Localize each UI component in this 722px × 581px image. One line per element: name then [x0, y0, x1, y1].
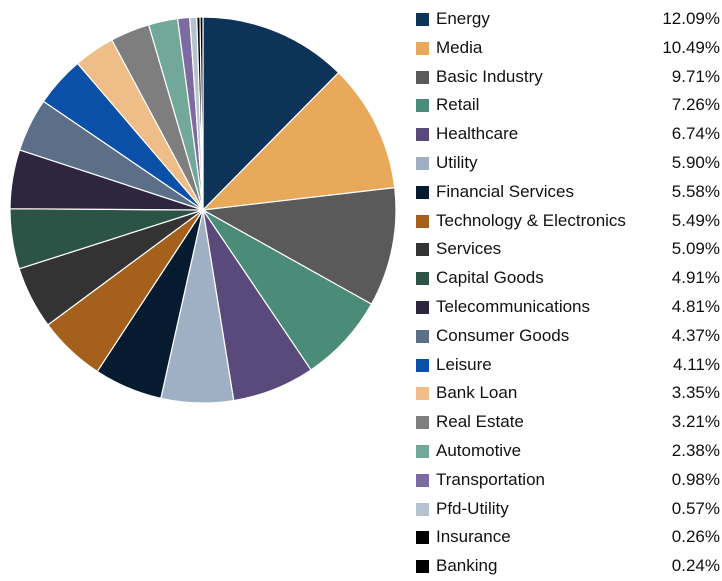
- legend-swatch: [416, 503, 429, 516]
- legend-label: Automotive: [436, 437, 521, 466]
- legend-label: Banking: [436, 552, 497, 581]
- legend-item: Basic Industry 9.71%: [416, 63, 722, 92]
- legend-value: 0.24%: [672, 552, 720, 581]
- legend-label: Healthcare: [436, 120, 518, 149]
- legend-swatch: [416, 215, 429, 228]
- legend-value: 4.11%: [673, 351, 720, 380]
- legend-swatch: [416, 128, 429, 141]
- legend-label: Utility: [436, 149, 478, 178]
- legend-value: 3.21%: [672, 408, 720, 437]
- legend-swatch: [416, 272, 429, 285]
- legend-item: Automotive 2.38%: [416, 437, 722, 466]
- legend-item: Capital Goods 4.91%: [416, 264, 722, 293]
- legend-item: Utility 5.90%: [416, 149, 722, 178]
- pie-chart: [0, 0, 410, 420]
- legend-value: 2.38%: [672, 437, 720, 466]
- legend-value: 9.71%: [672, 63, 720, 92]
- legend-label: Leisure: [436, 351, 492, 380]
- legend-swatch: [416, 474, 429, 487]
- legend-item: Services 5.09%: [416, 235, 722, 264]
- legend-label: Media: [436, 34, 482, 63]
- legend-swatch: [416, 186, 429, 199]
- legend-value: 0.26%: [672, 523, 720, 552]
- legend-value: 5.90%: [672, 149, 720, 178]
- legend-label: Technology & Electronics: [436, 207, 626, 236]
- legend-item: Healthcare 6.74%: [416, 120, 722, 149]
- legend-swatch: [416, 531, 429, 544]
- legend-swatch: [416, 13, 429, 26]
- legend-value: 3.35%: [672, 379, 720, 408]
- legend-value: 0.57%: [672, 495, 720, 524]
- legend-value: 7.26%: [672, 91, 720, 120]
- legend-label: Capital Goods: [436, 264, 544, 293]
- legend-item: Pfd-Utility 0.57%: [416, 495, 722, 524]
- legend-label: Insurance: [436, 523, 511, 552]
- legend-item: Consumer Goods 4.37%: [416, 322, 722, 351]
- legend-item: Retail 7.26%: [416, 91, 722, 120]
- legend-item: Energy 12.09%: [416, 5, 722, 34]
- legend-item: Leisure 4.11%: [416, 351, 722, 380]
- legend-swatch: [416, 330, 429, 343]
- legend-swatch: [416, 99, 429, 112]
- legend-item: Financial Services 5.58%: [416, 178, 722, 207]
- legend: Energy 12.09% Media 10.49% Basic Industry 9.7…: [416, 5, 722, 581]
- legend-label: Bank Loan: [436, 379, 517, 408]
- legend-swatch: [416, 387, 429, 400]
- legend-value: 4.81%: [672, 293, 720, 322]
- legend-item: Technology & Electronics 5.49%: [416, 207, 722, 236]
- legend-item: Banking 0.24%: [416, 552, 722, 581]
- legend-value: 0.98%: [672, 466, 720, 495]
- legend-value: 10.49%: [662, 34, 720, 63]
- legend-label: Retail: [436, 91, 479, 120]
- legend-swatch: [416, 301, 429, 314]
- legend-swatch: [416, 42, 429, 55]
- legend-swatch: [416, 416, 429, 429]
- legend-swatch: [416, 157, 429, 170]
- legend-value: 12.09%: [662, 5, 720, 34]
- legend-swatch: [416, 359, 429, 372]
- legend-label: Real Estate: [436, 408, 524, 437]
- legend-label: Pfd-Utility: [436, 495, 509, 524]
- legend-item: Insurance 0.26%: [416, 523, 722, 552]
- legend-value: 5.49%: [672, 207, 720, 236]
- legend-swatch: [416, 560, 429, 573]
- legend-value: 5.58%: [672, 178, 720, 207]
- legend-swatch: [416, 243, 429, 256]
- legend-item: Transportation 0.98%: [416, 466, 722, 495]
- legend-value: 4.91%: [672, 264, 720, 293]
- legend-item: Media 10.49%: [416, 34, 722, 63]
- legend-item: Telecommunications 4.81%: [416, 293, 722, 322]
- legend-item: Bank Loan 3.35%: [416, 379, 722, 408]
- legend-swatch: [416, 71, 429, 84]
- legend-value: 6.74%: [672, 120, 720, 149]
- legend-item: Real Estate 3.21%: [416, 408, 722, 437]
- legend-label: Telecommunications: [436, 293, 590, 322]
- legend-label: Consumer Goods: [436, 322, 569, 351]
- legend-swatch: [416, 445, 429, 458]
- legend-value: 4.37%: [672, 322, 720, 351]
- legend-value: 5.09%: [672, 235, 720, 264]
- legend-label: Services: [436, 235, 501, 264]
- legend-label: Transportation: [436, 466, 545, 495]
- legend-label: Basic Industry: [436, 63, 543, 92]
- legend-label: Energy: [436, 5, 490, 34]
- legend-label: Financial Services: [436, 178, 574, 207]
